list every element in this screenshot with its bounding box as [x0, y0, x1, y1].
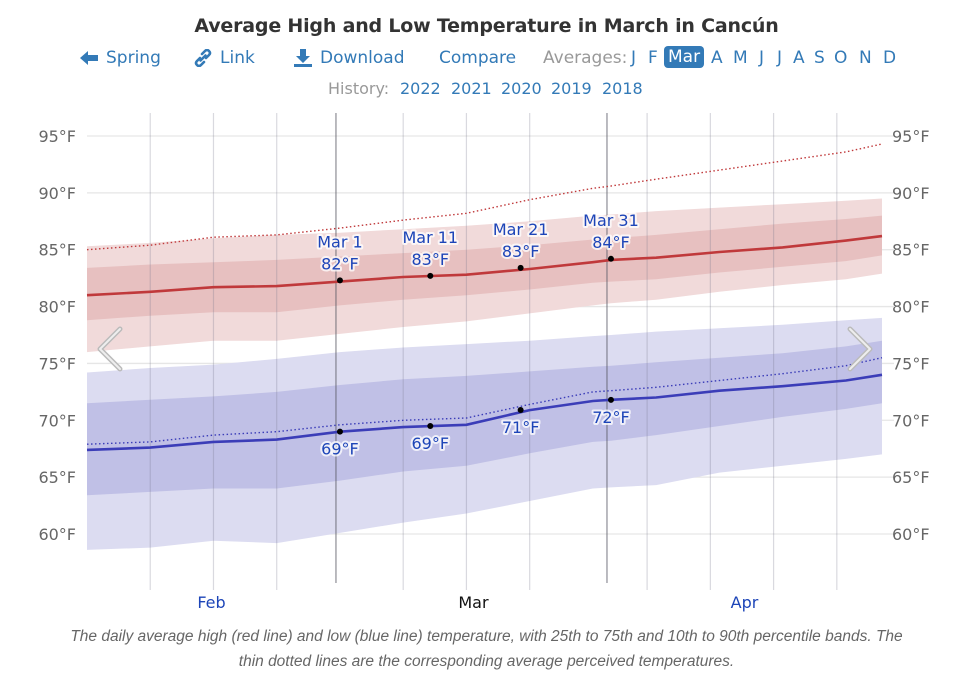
history-label: History:	[328, 79, 390, 98]
high-annotation-date: Mar 11	[402, 228, 458, 247]
history-year-2021[interactable]: 2021	[451, 79, 492, 98]
y-tick-label-left: 85°F	[38, 241, 76, 260]
x-tick-label-feb: Feb	[197, 593, 225, 612]
average-low-line	[86, 373, 883, 452]
back-to-spring-link[interactable]: Spring	[80, 48, 161, 68]
y-tick-label-left: 90°F	[38, 184, 76, 203]
average-high-line	[86, 234, 883, 297]
low-data-point	[336, 428, 343, 435]
y-tick-label-left: 70°F	[38, 411, 76, 430]
previous-month-arrow[interactable]	[97, 326, 123, 372]
y-tick-label-right: 95°F	[892, 127, 930, 146]
low-annotation-value: 72°F	[592, 408, 630, 427]
y-tick-label-right: 80°F	[892, 298, 930, 317]
history-year-2022[interactable]: 2022	[400, 79, 441, 98]
month-aug[interactable]: A	[793, 48, 805, 68]
month-mar-active[interactable]: Mar	[664, 46, 705, 68]
next-month-arrow[interactable]	[847, 326, 873, 372]
high-annotation-date: Mar 31	[583, 211, 639, 230]
high-data-point	[336, 277, 343, 284]
month-apr[interactable]: A	[711, 48, 723, 68]
x-tick-label-mar: Mar	[458, 593, 489, 612]
low-data-point	[517, 407, 524, 414]
y-tick-label-left: 80°F	[38, 298, 76, 317]
perceived-high-line	[86, 143, 883, 251]
y-tick-label-right: 70°F	[892, 411, 930, 430]
high-data-point	[517, 264, 524, 271]
vertical-gridlines	[149, 113, 838, 590]
month-sep[interactable]: S	[814, 48, 825, 68]
month-feb[interactable]: F	[648, 48, 658, 68]
page-title: Average High and Low Temperature in Marc…	[194, 15, 779, 37]
month-jan[interactable]: J	[631, 48, 637, 68]
chart-caption: The daily average high (red line) and lo…	[70, 628, 903, 670]
y-tick-label-right: 65°F	[892, 468, 930, 487]
x-axis-ticks: Feb Mar Apr	[197, 593, 758, 612]
link-label: Link	[220, 48, 255, 68]
y-tick-label-left: 60°F	[38, 525, 76, 544]
download-icon	[294, 49, 312, 67]
high-annotation-value: 82°F	[321, 254, 359, 273]
annotations: Mar 1 82°F Mar 11 83°F Mar 21 83°F Mar 31 84°F 6…	[315, 209, 641, 461]
history-year-2018[interactable]: 2018	[602, 79, 643, 98]
month-jul[interactable]: J	[777, 48, 783, 68]
high-annotation-value: 83°F	[502, 242, 540, 261]
high-annotation-date: Mar 1	[317, 232, 362, 251]
temperature-chart: 95°F 95°F 90°F 90°F 85°F 85°F 80°F 80°F 75°F 75°F…	[38, 113, 930, 612]
y-tick-label-left: 95°F	[38, 127, 76, 146]
month-may[interactable]: M	[733, 48, 748, 68]
high-annotation-value: 84°F	[592, 233, 630, 252]
percentile-bands	[87, 198, 882, 550]
low-annotation-value: 71°F	[502, 418, 540, 437]
y-tick-label-right: 90°F	[892, 184, 930, 203]
high-annotation-date: Mar 21	[493, 220, 549, 239]
chart-nav: Spring Link Download Compare Averages: J…	[0, 46, 973, 74]
low-annotation-value: 69°F	[412, 434, 450, 453]
month-oct[interactable]: O	[834, 48, 848, 68]
y-tick-label-right: 85°F	[892, 241, 930, 260]
low-25-75-band	[87, 340, 882, 496]
download-label: Download	[320, 48, 405, 68]
y-tick-label-left: 65°F	[38, 468, 76, 487]
x-tick-label-apr: Apr	[731, 593, 759, 612]
history-year-2019[interactable]: 2019	[551, 79, 592, 98]
history-year-2020[interactable]: 2020	[501, 79, 542, 98]
download-button[interactable]: Download	[294, 48, 405, 68]
high-data-point	[607, 255, 614, 262]
low-data-point	[607, 396, 614, 403]
low-data-point	[427, 422, 434, 429]
y-tick-label-right: 75°F	[892, 354, 930, 373]
high-25-75-band	[87, 215, 882, 321]
perceived-low-line	[86, 357, 883, 445]
link-icon	[194, 49, 212, 67]
month-jun[interactable]: J	[759, 48, 765, 68]
month-nov[interactable]: N	[859, 48, 872, 68]
link-button[interactable]: Link	[194, 48, 255, 68]
y-axis-ticks: 95°F 95°F 90°F 90°F 85°F 85°F 80°F 80°F 75°F 75°F…	[38, 127, 929, 544]
high-annotation-value: 83°F	[412, 250, 450, 269]
back-to-spring-label: Spring	[106, 48, 161, 68]
series-lines	[86, 143, 883, 452]
high-data-point	[427, 272, 434, 279]
y-tick-label-right: 60°F	[892, 525, 930, 544]
low-annotation-value: 69°F	[321, 440, 359, 459]
compare-button[interactable]: Compare	[439, 48, 517, 68]
arrow-left-icon	[80, 51, 98, 65]
averages-label: Averages:	[543, 48, 628, 68]
y-tick-label-left: 75°F	[38, 354, 76, 373]
month-dec[interactable]: D	[883, 48, 897, 68]
